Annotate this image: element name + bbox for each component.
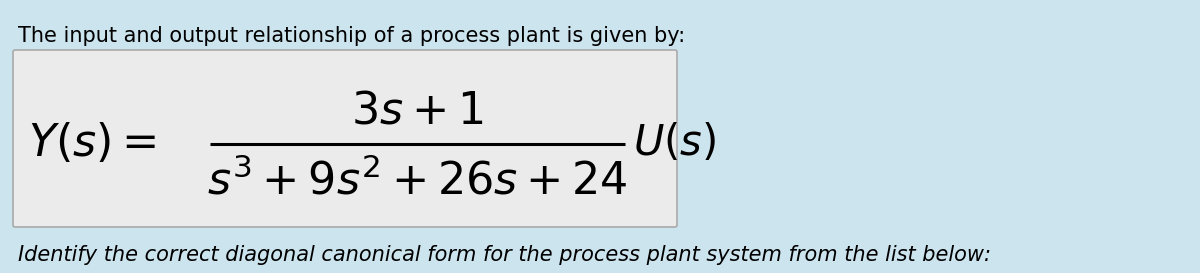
Text: The input and output relationship of a process plant is given by:: The input and output relationship of a p… (18, 26, 685, 46)
FancyBboxPatch shape (13, 50, 677, 227)
Text: $3\mathit{s}+1$: $3\mathit{s}+1$ (352, 90, 484, 133)
Text: $\mathit{U}(\mathit{s})$: $\mathit{U}(\mathit{s})$ (634, 123, 716, 165)
Text: $\mathit{Y}(\mathit{s})=$: $\mathit{Y}(\mathit{s})=$ (28, 121, 156, 165)
Text: Identify the correct diagonal canonical form for the process plant system from t: Identify the correct diagonal canonical … (18, 245, 991, 265)
Text: $\mathit{s}^3+9\mathit{s}^2+26\mathit{s}+24$: $\mathit{s}^3+9\mathit{s}^2+26\mathit{s}… (208, 159, 628, 204)
